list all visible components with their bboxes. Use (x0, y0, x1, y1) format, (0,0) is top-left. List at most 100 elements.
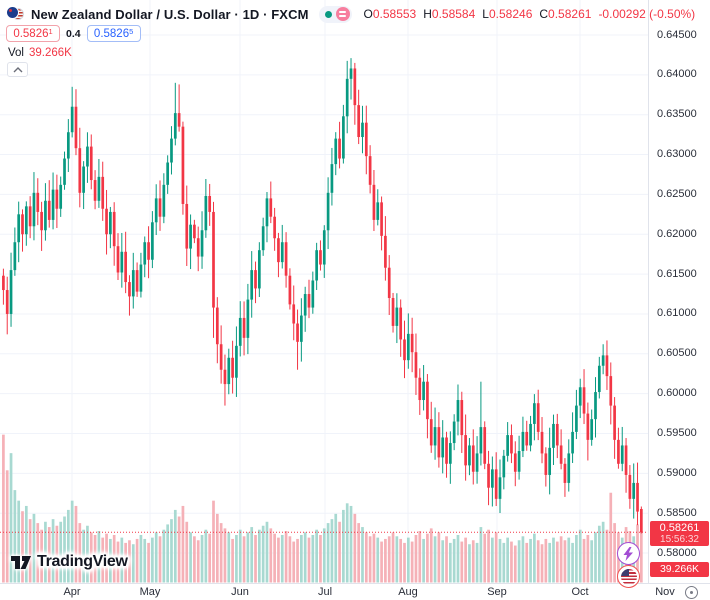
lightning-bolt-icon (623, 546, 633, 561)
market-status-pill[interactable] (318, 5, 352, 23)
volume-bar (101, 537, 105, 583)
volume-bar (540, 544, 544, 583)
volume-bar (55, 525, 59, 583)
candle-body (208, 195, 212, 212)
ask-price-button[interactable]: 0.5826 5 (86, 25, 141, 42)
candle-body (575, 405, 578, 432)
candle-body (300, 315, 303, 342)
volume-bar (410, 541, 414, 583)
month-tick-label: Nov (655, 586, 675, 598)
time-axis[interactable]: Apr May Jun Jul Aug Sep Oct Nov (0, 583, 710, 600)
candle-body (231, 357, 234, 378)
volume-bar (315, 529, 318, 583)
candle-body (5, 290, 9, 314)
candlestick-plot[interactable] (0, 0, 648, 583)
candle-body (74, 106, 78, 149)
candle-body (63, 158, 66, 185)
volume-bar (510, 541, 513, 583)
price-tick-label: 0.58500 (657, 506, 697, 519)
candle-body (330, 164, 334, 193)
volume-bar (582, 538, 586, 583)
volume-bar (296, 538, 299, 583)
candle-body (403, 339, 406, 361)
volume-bar (166, 524, 170, 583)
candle-body (456, 400, 460, 422)
volume-bar (491, 537, 494, 583)
volume-bar (349, 505, 353, 583)
collapse-panel-button[interactable] (7, 62, 28, 77)
candle-body (82, 166, 85, 193)
candle-body (441, 437, 445, 458)
candle-body (124, 251, 127, 283)
volume-bar (319, 534, 322, 583)
volume-bar (345, 503, 349, 583)
quick-trade-button[interactable] (617, 542, 640, 565)
candle-body (494, 469, 498, 499)
price-tick-label: 0.60500 (657, 347, 697, 360)
ask-price: 0.5826 (93, 27, 130, 40)
economic-events-button[interactable] (617, 565, 640, 588)
volume-label: Vol (8, 47, 24, 59)
volume-bar (303, 532, 307, 583)
volume-bar (9, 453, 13, 583)
candle-body (601, 355, 605, 366)
tradingview-logo[interactable]: TradingView (10, 552, 128, 571)
price-tick-label: 0.64500 (657, 28, 697, 41)
volume-bar (372, 533, 376, 583)
volume-bar (414, 534, 418, 583)
go-to-realtime-icon[interactable] (685, 586, 698, 599)
price-tick-label: 0.62500 (657, 187, 697, 200)
volume-bar (162, 529, 166, 583)
candle-body (372, 184, 376, 220)
candle-body (624, 445, 628, 475)
candle-body (395, 307, 399, 326)
volume-bar (555, 541, 559, 583)
candle-body (36, 192, 40, 212)
candle-body (460, 400, 464, 436)
candle-body (406, 333, 410, 361)
candle-body (311, 280, 315, 308)
volume-bar (154, 532, 158, 583)
volume-bar (300, 534, 303, 583)
candle-body (517, 451, 521, 472)
bid-price-button[interactable]: 0.5826 1 (6, 25, 60, 42)
candle-body (632, 482, 636, 499)
candle-body (162, 184, 166, 217)
volume-bar (338, 521, 341, 583)
volume-bar (70, 500, 74, 583)
candle-body (636, 482, 639, 512)
volume-bar (97, 531, 101, 583)
candle-body (170, 138, 173, 163)
volume-bar (109, 538, 112, 583)
month-tick-label: Oct (571, 586, 589, 598)
spread-value: 0.4 (66, 27, 81, 40)
candle-body (154, 198, 158, 223)
symbol-title[interactable]: New Zealand Dollar / U.S. Dollar · 1D · … (31, 7, 309, 22)
volume-bar (227, 532, 231, 583)
candle-body (464, 435, 467, 466)
volume-bar (242, 536, 246, 583)
candle-body (368, 156, 372, 185)
candle-body (189, 224, 192, 249)
candle-body (559, 445, 563, 464)
close-label: C (539, 7, 549, 21)
tv-mark-icon (11, 556, 31, 569)
candle-body (288, 275, 292, 305)
volume-bar (280, 534, 284, 583)
candle-body (555, 423, 559, 446)
candle-body (590, 419, 594, 440)
volume-bar (307, 537, 311, 583)
price-tick-label: 0.63000 (657, 148, 697, 161)
volume-bar (66, 509, 70, 583)
candle-body (391, 298, 395, 326)
volume-bar (196, 540, 200, 583)
volume-bar (536, 540, 540, 583)
volume-readout: Vol 39.266K (8, 46, 72, 60)
volume-bar (47, 527, 51, 583)
volume-bar (284, 531, 288, 583)
candle-body (429, 419, 433, 446)
price-axis[interactable]: 0.58261 15:56:32 39.266K 0.64500 0.64000 0… (648, 0, 710, 583)
volume-bar (5, 470, 9, 583)
volume-bar (513, 545, 517, 583)
